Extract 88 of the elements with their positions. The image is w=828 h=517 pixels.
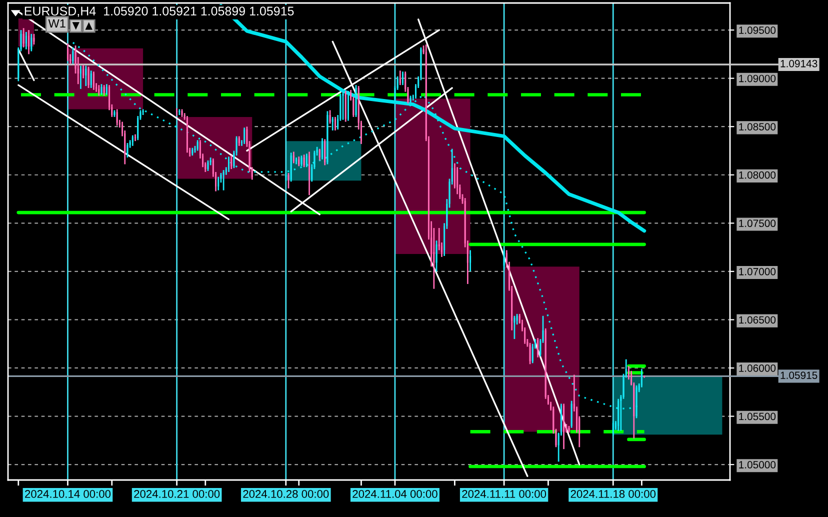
candlestick xyxy=(222,169,224,192)
candlestick xyxy=(321,137,324,160)
candlestick xyxy=(285,172,287,182)
candlestick xyxy=(318,148,320,162)
candlestick xyxy=(176,108,178,117)
candlestick xyxy=(399,70,401,86)
candlestick xyxy=(85,65,87,87)
candlestick xyxy=(503,248,505,270)
x-tick-label: 2024.10.21 00:00 xyxy=(134,490,220,498)
candlestick xyxy=(178,108,180,116)
y-tick-label: 1.08000 xyxy=(739,171,776,179)
candlestick xyxy=(33,33,35,46)
candlestick xyxy=(292,151,294,164)
y-tick-label: 1.09000 xyxy=(739,74,776,82)
candlestick xyxy=(218,176,220,192)
y-tick-label: 1.07000 xyxy=(739,268,776,276)
candlestick xyxy=(72,46,74,65)
candlestick xyxy=(244,126,246,145)
candlestick xyxy=(142,108,144,116)
candlestick xyxy=(344,90,346,122)
candlestick xyxy=(196,139,198,152)
candlestick xyxy=(103,84,105,96)
x-tick-label: 2024.10.28 00:00 xyxy=(243,490,329,498)
candlestick xyxy=(116,108,118,126)
candlestick xyxy=(618,398,620,432)
candlestick xyxy=(181,108,183,118)
candlestick xyxy=(436,240,438,272)
candlestick xyxy=(532,343,534,364)
y-tick-label: 1.06500 xyxy=(739,316,776,324)
y-tick-label: 1.05000 xyxy=(739,461,776,468)
candlestick xyxy=(90,70,92,89)
candlestick xyxy=(298,156,300,167)
candlestick xyxy=(207,160,209,172)
candlestick xyxy=(98,84,100,96)
candlestick xyxy=(25,31,27,50)
candlestick xyxy=(329,109,331,124)
candlestick xyxy=(570,400,572,429)
candlestick xyxy=(636,384,638,419)
y-tick-label: 1.08500 xyxy=(739,123,776,130)
candlestick xyxy=(470,249,472,272)
candlestick xyxy=(88,66,90,89)
candlestick xyxy=(355,84,357,118)
candlestick xyxy=(324,138,326,166)
candlestick xyxy=(22,27,24,48)
candlestick xyxy=(568,425,570,434)
candlestick xyxy=(30,33,32,52)
candlestick xyxy=(132,134,134,147)
candlestick xyxy=(106,83,108,96)
candlestick xyxy=(306,152,308,168)
x-tick-label: 2024.11.11 00:00 xyxy=(462,490,546,498)
candlestick xyxy=(66,42,69,62)
candlestick xyxy=(238,136,240,147)
candlestick xyxy=(303,154,305,168)
ref-line-label: 1.09143 xyxy=(780,60,818,68)
candlestick xyxy=(92,70,94,91)
y-tick-label: 1.09500 xyxy=(739,26,776,34)
candlestick xyxy=(640,368,642,388)
candlestick xyxy=(537,337,539,358)
annotation: W1 xyxy=(48,19,66,28)
candlestick xyxy=(288,172,290,190)
candlestick xyxy=(612,420,614,436)
candlestick xyxy=(326,110,328,165)
candlestick xyxy=(290,152,292,182)
candlestick xyxy=(456,166,458,195)
x-tick-label: 2024.10.14 00:00 xyxy=(25,490,111,498)
y-tick-label: 1.06000 xyxy=(739,364,776,372)
candlestick xyxy=(410,95,412,104)
candlestick xyxy=(334,116,336,132)
chart-title: EURUSD,H4 1.05920 1.05921 1.05899 1.05915 xyxy=(24,6,294,17)
x-tick-label: 2024.11.04 00:00 xyxy=(352,490,438,498)
candlestick xyxy=(82,64,84,80)
candlestick xyxy=(28,29,30,55)
candlestick xyxy=(126,142,128,158)
x-tick-label: 2024.11.18 00:00 xyxy=(570,490,656,498)
candlestick xyxy=(100,83,102,96)
candlestick xyxy=(80,65,82,90)
candlestick xyxy=(514,315,516,340)
candlestick xyxy=(228,156,230,173)
candlestick xyxy=(230,154,232,170)
candlestick xyxy=(402,70,404,86)
candlestick xyxy=(342,91,344,121)
y-tick-label: 1.05500 xyxy=(739,412,776,420)
candlestick xyxy=(332,116,334,132)
candlestick xyxy=(114,109,116,118)
y-tick-label: 1.07500 xyxy=(739,220,776,228)
candlestick xyxy=(300,154,302,167)
candlestick xyxy=(529,342,531,365)
ref-line-label: 1.05915 xyxy=(780,372,818,379)
